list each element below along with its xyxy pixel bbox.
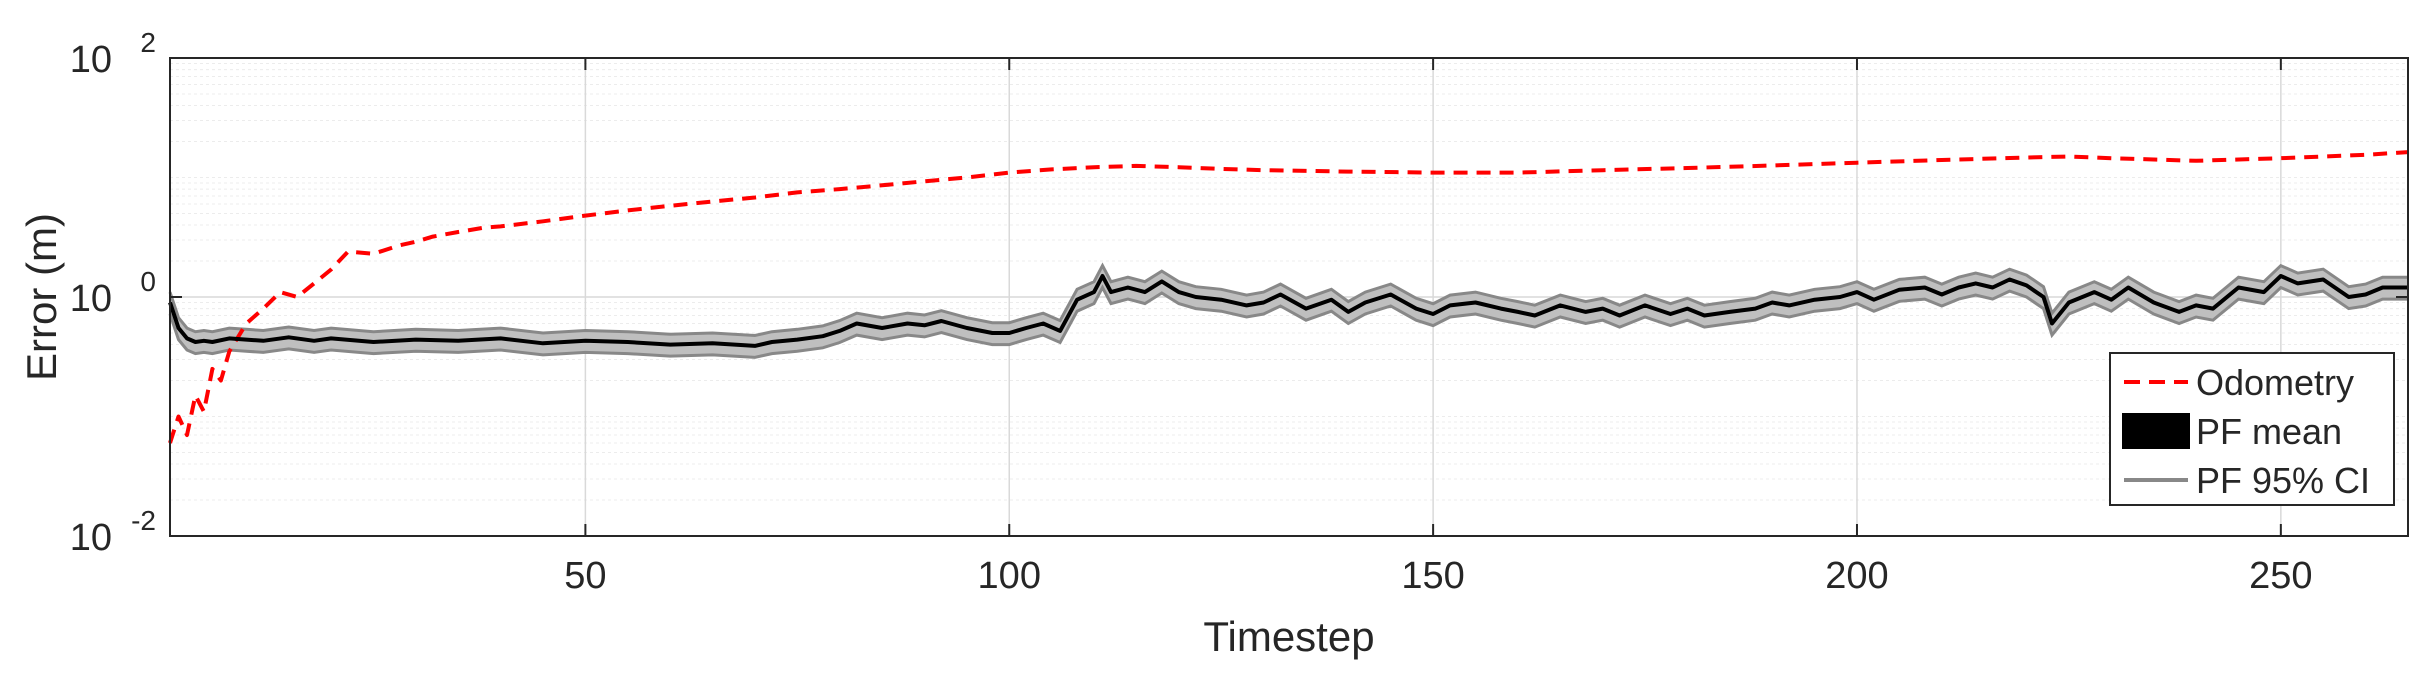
series-line-odometry: [168, 150, 2409, 444]
x-tick-label: 250: [2249, 555, 2312, 597]
y-tick-label: 10: [70, 278, 112, 320]
series-line-pf-mean: [168, 274, 2408, 348]
y-tick-label: 10: [70, 517, 112, 559]
ci-upper-line: [168, 262, 2408, 338]
series-layer: [168, 150, 2409, 444]
x-tick-label: 50: [564, 555, 606, 597]
y-tick-label-exponent: 2: [140, 27, 156, 58]
y-tick-label: 10: [70, 39, 112, 81]
ci-band-layer: [168, 262, 2408, 359]
x-tick-label: 150: [1401, 555, 1464, 597]
grid-layer: [170, 58, 2408, 537]
legend-pf-ci-label: PF 95% CI: [2196, 460, 2370, 501]
legend-pf-mean-marker: [2122, 413, 2190, 449]
legend-odometry-label: Odometry: [2196, 362, 2354, 403]
y-tick-label-exponent: -2: [131, 505, 156, 536]
y-axis-title: Error (m): [18, 213, 65, 381]
legend: Odometry PF mean PF 95% CI: [2109, 352, 2395, 506]
x-tick-label: 200: [1825, 555, 1888, 597]
ci-lower-line: [168, 284, 2408, 359]
legend-pf-mean-label: PF mean: [2196, 411, 2342, 452]
x-axis-title: Timestep: [1203, 613, 1374, 660]
x-tick-label: 100: [978, 555, 1041, 597]
y-tick-label-exponent: 0: [140, 266, 156, 297]
